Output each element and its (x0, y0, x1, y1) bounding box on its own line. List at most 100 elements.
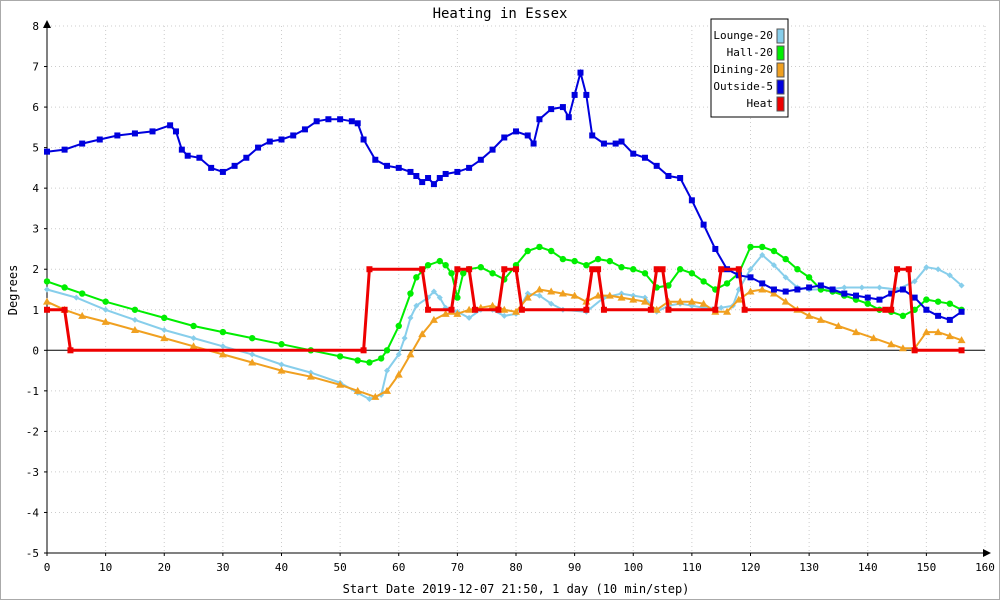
data-point (96, 136, 103, 143)
y-tick-label: 8 (32, 20, 39, 33)
data-point (208, 164, 215, 171)
data-point (495, 306, 502, 313)
data-point (676, 297, 685, 305)
x-tick-label: 120 (741, 561, 761, 574)
data-point (612, 140, 619, 147)
data-point (448, 306, 455, 313)
x-tick-label: 70 (451, 561, 464, 574)
data-point (935, 266, 942, 273)
data-point (102, 306, 109, 313)
data-point (536, 292, 543, 299)
data-point (248, 358, 257, 366)
data-point (413, 274, 420, 281)
data-point (945, 332, 954, 340)
data-point (366, 266, 373, 273)
data-point (606, 257, 613, 265)
x-axis-arrow (983, 549, 991, 557)
x-tick-label: 10 (99, 561, 112, 574)
data-point (442, 261, 449, 269)
data-point (817, 282, 824, 289)
data-point (577, 69, 584, 76)
data-point (699, 299, 708, 307)
data-point (278, 136, 285, 143)
data-point (535, 285, 544, 293)
data-point (816, 315, 825, 323)
data-point (782, 255, 789, 263)
data-point (512, 307, 520, 315)
data-point (436, 175, 443, 182)
data-point (718, 266, 725, 273)
data-point (641, 270, 649, 277)
data-point (149, 128, 156, 135)
data-point (834, 321, 843, 329)
data-point (864, 294, 871, 301)
data-point (770, 286, 777, 293)
data-point (348, 118, 355, 125)
data-point (425, 175, 432, 182)
data-point (571, 91, 578, 98)
data-point (759, 243, 766, 251)
data-point (336, 380, 345, 388)
data-point (248, 334, 256, 342)
data-point (712, 306, 719, 313)
legend-label: Hall-20 (727, 46, 773, 59)
data-point (513, 128, 519, 135)
data-point (864, 300, 871, 307)
data-point (255, 144, 262, 151)
data-point (360, 347, 367, 354)
data-point (641, 294, 648, 301)
data-point (131, 130, 138, 137)
y-tick-label: -5 (26, 547, 39, 560)
data-point (44, 286, 50, 293)
data-point (794, 266, 801, 273)
data-point (419, 179, 426, 186)
data-point (372, 156, 379, 163)
series-dining-20 (43, 285, 966, 400)
data-point (130, 326, 139, 334)
data-point (366, 359, 373, 366)
data-point (735, 266, 742, 273)
data-point (829, 286, 836, 293)
data-point (805, 311, 814, 319)
data-point (806, 284, 813, 291)
data-point (805, 274, 813, 281)
data-point (905, 266, 912, 273)
data-point (641, 154, 648, 161)
data-point (501, 134, 508, 141)
data-point (781, 297, 790, 305)
data-point (677, 175, 684, 182)
y-axis-label: Degrees (6, 265, 20, 316)
data-point (513, 266, 519, 273)
data-point (688, 197, 695, 204)
x-tick-label: 90 (568, 561, 581, 574)
data-point (653, 162, 660, 169)
data-point (747, 266, 754, 273)
x-tick-label: 100 (623, 561, 643, 574)
data-point (61, 146, 68, 153)
data-point (523, 293, 532, 301)
data-point (407, 314, 414, 321)
data-point (301, 126, 308, 133)
data-point (448, 270, 455, 277)
data-point (782, 274, 789, 281)
data-point (231, 162, 238, 169)
x-tick-label: 30 (216, 561, 229, 574)
data-point (78, 311, 87, 319)
data-point (524, 290, 531, 297)
data-point (547, 287, 556, 295)
data-point (436, 257, 443, 265)
data-point (852, 328, 861, 336)
legend-label: Lounge-20 (713, 29, 773, 42)
data-point (131, 316, 138, 323)
data-point (429, 315, 438, 323)
data-point (413, 172, 420, 179)
data-point (413, 302, 420, 309)
data-point (536, 243, 543, 251)
data-point (436, 294, 443, 301)
data-point (853, 292, 860, 299)
data-point (172, 128, 179, 135)
data-point (887, 340, 896, 348)
data-point (219, 328, 227, 336)
data-point (630, 266, 637, 273)
